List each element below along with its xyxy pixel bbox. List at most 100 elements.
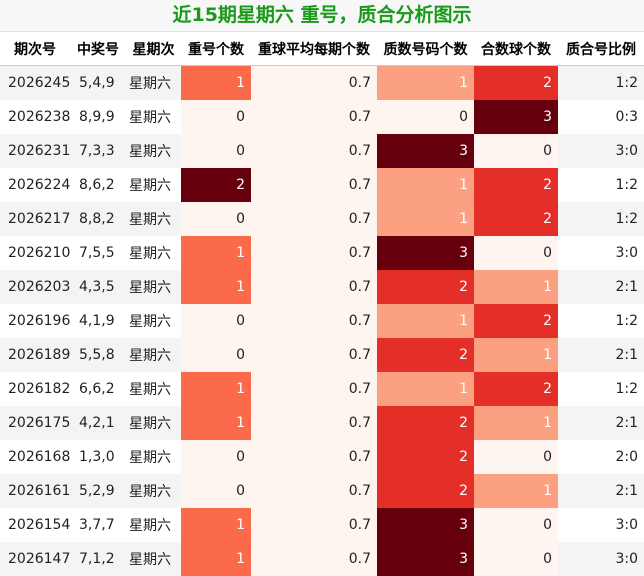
table-row: 2026210 7,5,5 星期六 1 0.7 3 0 3:0 <box>0 235 644 270</box>
cell-weekday: 星期六 <box>126 303 181 338</box>
cell-weekday: 星期六 <box>126 439 181 474</box>
cell-ratio: 1:2 <box>558 167 644 202</box>
cell-prime-count: 0 <box>377 99 474 134</box>
cell-prime-count: 3 <box>377 235 474 270</box>
cell-draw: 4,2,1 <box>70 405 126 440</box>
cell-weekday: 星期六 <box>126 167 181 202</box>
cell-composite-count: 0 <box>474 235 558 270</box>
cell-repeat-count: 0 <box>181 303 251 338</box>
cell-ratio: 2:1 <box>558 473 644 508</box>
cell-repeat-avg: 0.7 <box>251 99 377 134</box>
cell-repeat-count: 0 <box>181 99 251 134</box>
cell-composite-count: 0 <box>474 133 558 168</box>
cell-ratio: 3:0 <box>558 541 644 576</box>
cell-ratio: 0:3 <box>558 99 644 134</box>
cell-prime-count: 3 <box>377 541 474 576</box>
table-body: 2026245 5,4,9 星期六 1 0.7 1 2 1:2 2026238 8,9,9 星期六 0… <box>0 65 644 576</box>
cell-ratio: 3:0 <box>558 507 644 542</box>
cell-composite-count: 2 <box>474 371 558 406</box>
cell-weekday: 星期六 <box>126 405 181 440</box>
cell-period: 2026245 <box>0 65 70 100</box>
cell-repeat-avg: 0.7 <box>251 235 377 270</box>
cell-draw: 7,3,3 <box>70 133 126 168</box>
cell-repeat-avg: 0.7 <box>251 371 377 406</box>
cell-prime-count: 1 <box>377 201 474 236</box>
cell-draw: 4,1,9 <box>70 303 126 338</box>
cell-draw: 6,6,2 <box>70 371 126 406</box>
table-row: 2026217 8,8,2 星期六 0 0.7 1 2 1:2 <box>0 201 644 236</box>
cell-prime-count: 1 <box>377 65 474 100</box>
cell-prime-count: 1 <box>377 303 474 338</box>
cell-period: 2026154 <box>0 507 70 542</box>
cell-period: 2026161 <box>0 473 70 508</box>
col-header-draw: 中奖号 <box>70 32 126 66</box>
cell-repeat-avg: 0.7 <box>251 439 377 474</box>
cell-repeat-count: 1 <box>181 65 251 100</box>
table-row: 2026161 5,2,9 星期六 0 0.7 2 1 2:1 <box>0 473 644 508</box>
cell-prime-count: 3 <box>377 133 474 168</box>
cell-draw: 3,7,7 <box>70 507 126 542</box>
cell-draw: 7,1,2 <box>70 541 126 576</box>
cell-repeat-avg: 0.7 <box>251 269 377 304</box>
cell-ratio: 2:1 <box>558 405 644 440</box>
cell-weekday: 星期六 <box>126 337 181 372</box>
cell-composite-count: 2 <box>474 167 558 202</box>
table-row: 2026245 5,4,9 星期六 1 0.7 1 2 1:2 <box>0 65 644 100</box>
cell-draw: 7,5,5 <box>70 235 126 270</box>
col-header-composite-count: 合数球个数 <box>474 32 558 66</box>
col-header-repeat-avg: 重球平均每期个数 <box>251 32 377 66</box>
cell-composite-count: 1 <box>474 337 558 372</box>
cell-weekday: 星期六 <box>126 473 181 508</box>
col-header-ratio: 质合号比例 <box>558 32 644 66</box>
cell-ratio: 1:2 <box>558 201 644 236</box>
cell-weekday: 星期六 <box>126 133 181 168</box>
cell-repeat-avg: 0.7 <box>251 201 377 236</box>
cell-period: 2026224 <box>0 167 70 202</box>
cell-composite-count: 1 <box>474 473 558 508</box>
cell-ratio: 1:2 <box>558 303 644 338</box>
cell-draw: 5,2,9 <box>70 473 126 508</box>
cell-composite-count: 1 <box>474 405 558 440</box>
cell-repeat-count: 0 <box>181 337 251 372</box>
table-row: 2026224 8,6,2 星期六 2 0.7 1 2 1:2 <box>0 167 644 202</box>
col-header-weekday: 星期次 <box>126 32 181 66</box>
cell-prime-count: 1 <box>377 371 474 406</box>
cell-repeat-count: 0 <box>181 201 251 236</box>
cell-draw: 8,9,9 <box>70 99 126 134</box>
cell-weekday: 星期六 <box>126 507 181 542</box>
cell-period: 2026175 <box>0 405 70 440</box>
cell-composite-count: 2 <box>474 303 558 338</box>
cell-ratio: 2:1 <box>558 337 644 372</box>
cell-prime-count: 2 <box>377 269 474 304</box>
col-header-prime-count: 质数号码个数 <box>377 32 474 66</box>
table-row: 2026203 4,3,5 星期六 1 0.7 2 1 2:1 <box>0 269 644 304</box>
table-row: 2026238 8,9,9 星期六 0 0.7 0 3 0:3 <box>0 99 644 134</box>
cell-composite-count: 0 <box>474 439 558 474</box>
cell-repeat-count: 1 <box>181 541 251 576</box>
cell-repeat-count: 1 <box>181 269 251 304</box>
cell-weekday: 星期六 <box>126 269 181 304</box>
cell-period: 2026217 <box>0 201 70 236</box>
table-row: 2026175 4,2,1 星期六 1 0.7 2 1 2:1 <box>0 405 644 440</box>
cell-draw: 8,8,2 <box>70 201 126 236</box>
cell-weekday: 星期六 <box>126 99 181 134</box>
cell-ratio: 2:1 <box>558 269 644 304</box>
cell-draw: 5,4,9 <box>70 65 126 100</box>
table-row: 2026231 7,3,3 星期六 0 0.7 3 0 3:0 <box>0 133 644 168</box>
cell-period: 2026189 <box>0 337 70 372</box>
cell-composite-count: 2 <box>474 65 558 100</box>
cell-period: 2026168 <box>0 439 70 474</box>
cell-repeat-avg: 0.7 <box>251 303 377 338</box>
cell-composite-count: 1 <box>474 269 558 304</box>
cell-period: 2026231 <box>0 133 70 168</box>
cell-repeat-count: 2 <box>181 167 251 202</box>
cell-composite-count: 0 <box>474 541 558 576</box>
cell-weekday: 星期六 <box>126 541 181 576</box>
cell-repeat-avg: 0.7 <box>251 507 377 542</box>
table-row: 2026182 6,6,2 星期六 1 0.7 1 2 1:2 <box>0 371 644 406</box>
cell-composite-count: 2 <box>474 201 558 236</box>
cell-repeat-count: 0 <box>181 133 251 168</box>
cell-repeat-count: 1 <box>181 405 251 440</box>
table-row: 2026196 4,1,9 星期六 0 0.7 1 2 1:2 <box>0 303 644 338</box>
cell-prime-count: 3 <box>377 507 474 542</box>
